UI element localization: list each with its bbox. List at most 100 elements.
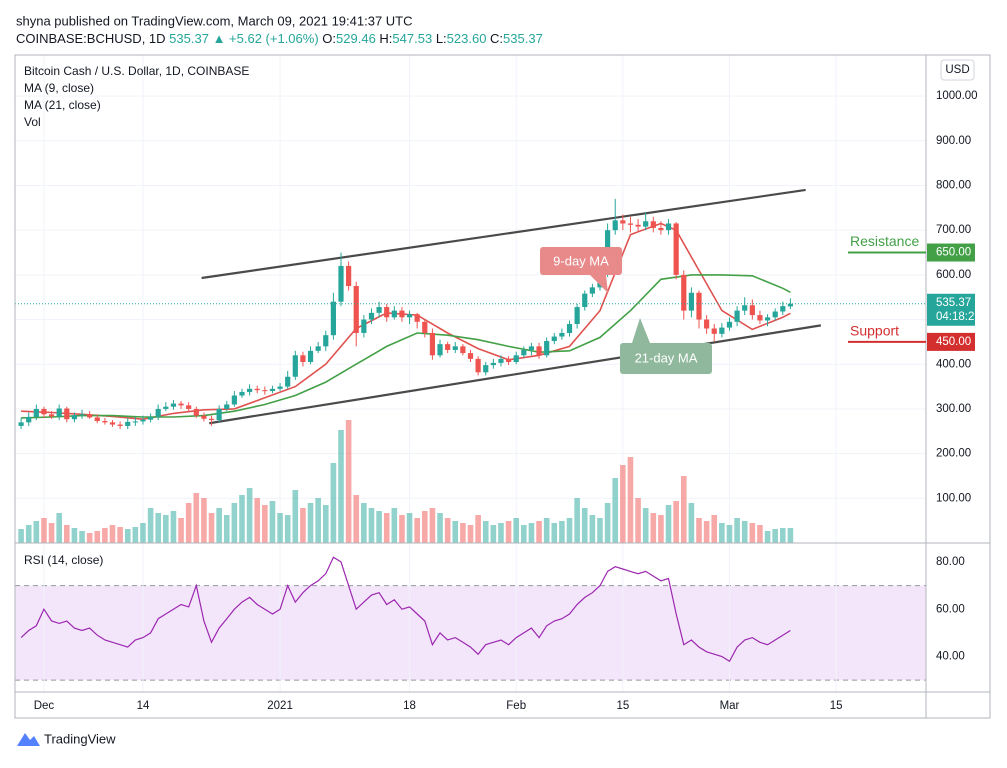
candle-body xyxy=(285,376,291,387)
candle-body xyxy=(277,386,283,389)
candle-body xyxy=(399,310,405,318)
candle-body xyxy=(18,422,24,426)
volume-bar xyxy=(239,495,245,543)
level-label: 450.00 xyxy=(936,336,971,348)
volume-bar xyxy=(452,521,459,543)
candle-body xyxy=(582,293,588,308)
level-tag xyxy=(927,243,975,262)
candle-body xyxy=(726,321,733,328)
volume-bar xyxy=(444,518,451,543)
x-tick-label: Dec xyxy=(34,700,55,712)
change: ▲ +5.62 (+1.06%) xyxy=(213,31,319,46)
candle-body xyxy=(490,362,496,366)
candle-body xyxy=(566,324,573,333)
y-tick-label: 400.00 xyxy=(936,358,971,370)
volume-bar xyxy=(505,521,512,543)
volume-bar xyxy=(307,503,314,543)
candle-body xyxy=(406,314,413,318)
volume-bar xyxy=(284,515,291,543)
volume-bar xyxy=(246,488,253,543)
volume-bar xyxy=(421,511,428,543)
level-tag xyxy=(927,332,975,351)
rsi-tick-label: 40.00 xyxy=(936,651,965,663)
volume-bar xyxy=(41,518,47,543)
candle-body xyxy=(193,408,199,416)
volume-bar xyxy=(124,529,131,543)
volume-bar xyxy=(94,531,101,543)
volume-bar xyxy=(25,525,32,543)
candle-body xyxy=(33,408,39,417)
candle-body xyxy=(460,346,466,354)
annotation: 9-day MA xyxy=(540,247,622,293)
y-tick-label: 900.00 xyxy=(936,135,971,147)
x-tick-label: 14 xyxy=(137,700,150,712)
volume-bar xyxy=(543,518,550,543)
volume-bar xyxy=(178,518,184,543)
candle-body xyxy=(452,346,458,350)
volume-bar xyxy=(345,420,352,543)
trendline xyxy=(209,324,822,425)
volume-bar xyxy=(216,508,222,543)
candle-body xyxy=(521,349,527,356)
candle-body xyxy=(665,223,672,231)
volume-bar xyxy=(719,523,725,543)
volume-bar xyxy=(467,525,474,543)
volume-bar xyxy=(361,503,367,543)
candle-body xyxy=(330,301,336,336)
candle-body xyxy=(87,414,93,418)
candle-body xyxy=(384,307,390,318)
ohlc-value: 535.37 xyxy=(503,31,543,46)
y-tick-label: 300.00 xyxy=(936,403,971,415)
rsi-band xyxy=(15,585,926,681)
annotation-pointer xyxy=(590,275,608,293)
volume-bar xyxy=(353,495,360,543)
volume-bar xyxy=(269,501,276,543)
volume-bar xyxy=(741,521,748,543)
chart-title: Bitcoin Cash / U.S. Dollar, 1D, COINBASE xyxy=(24,64,249,78)
candle-body xyxy=(292,355,298,377)
volume-bar xyxy=(185,503,192,543)
candle-body xyxy=(216,408,222,421)
ohlc-value: 529.46 xyxy=(336,31,376,46)
volume-bar xyxy=(292,490,299,543)
volume-bar xyxy=(460,523,466,543)
volume-bar xyxy=(277,513,283,543)
volume-bar xyxy=(262,505,268,543)
volume-bar xyxy=(406,513,413,543)
y-tick-label: 700.00 xyxy=(936,224,971,236)
candle-body xyxy=(742,305,748,311)
footer-logo xyxy=(17,733,40,746)
rsi-line xyxy=(20,556,791,663)
candle-body xyxy=(254,388,260,391)
candle-body xyxy=(483,365,489,373)
candle-body xyxy=(239,391,245,396)
candle-body xyxy=(787,303,794,307)
volume-bar xyxy=(536,521,542,543)
volume-bar xyxy=(696,518,702,543)
candle-body xyxy=(658,227,664,231)
candle-body xyxy=(361,319,367,333)
ohlc-label: O: xyxy=(322,31,336,46)
volume-bar xyxy=(437,513,443,543)
y-tick-label: 1000.00 xyxy=(936,90,978,102)
footer-brand: TradingView xyxy=(44,731,116,746)
volume-bar xyxy=(147,508,154,543)
candle-body xyxy=(147,416,154,420)
candle-body xyxy=(353,286,359,333)
volume-bar xyxy=(673,501,679,543)
currency-button[interactable] xyxy=(940,59,975,81)
x-tick-label: Feb xyxy=(506,700,526,712)
candle-body xyxy=(422,321,428,333)
volume-bar xyxy=(559,521,565,543)
x-tick-label: 18 xyxy=(403,700,416,712)
candle-body xyxy=(170,403,177,407)
volume-bar xyxy=(764,531,771,543)
volume-bar xyxy=(79,531,85,543)
logo-icon xyxy=(17,733,40,746)
volume-bar xyxy=(604,503,611,543)
volume-bar xyxy=(787,528,794,543)
volume-bar xyxy=(528,523,535,543)
legend-entry: MA (21, close) xyxy=(24,98,101,112)
currency-label: USD xyxy=(945,64,969,76)
